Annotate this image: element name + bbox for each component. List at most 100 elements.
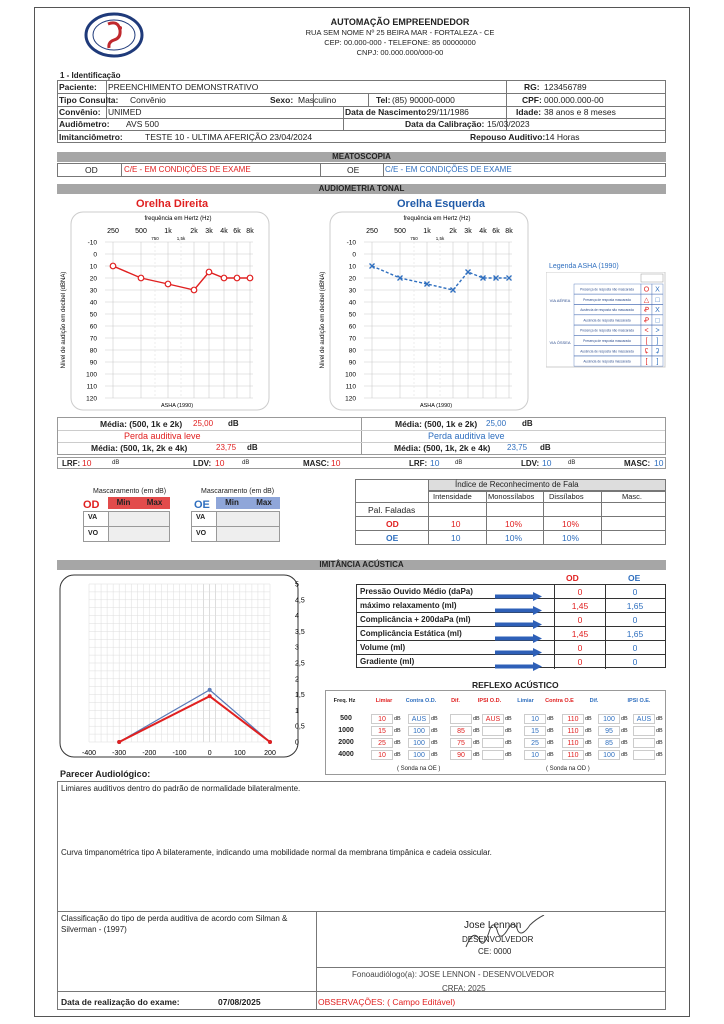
imit-od-value[interactable]: 0 [577, 643, 583, 653]
imit-oe-value[interactable]: 1,65 [626, 629, 644, 639]
reflexo-cell[interactable]: AUS [633, 714, 655, 724]
perda-od[interactable]: Perda auditiva leve [124, 431, 201, 441]
reflexo-cell[interactable]: 110 [562, 738, 584, 748]
reflexo-cell[interactable] [633, 750, 655, 760]
meato-oe-value[interactable]: C/E - EM CONDIÇÕES DE EXAME [385, 165, 512, 174]
irf-oe-int[interactable]: 10 [451, 533, 461, 543]
reflexo-cell[interactable]: 75 [450, 738, 472, 748]
freq-tick-label: 2k [190, 228, 198, 235]
reflexo-unit: dB [547, 728, 554, 734]
imit-od-value[interactable]: 1,45 [571, 629, 589, 639]
lrf-oe-value[interactable]: 10 [430, 458, 440, 468]
reflexo-cell[interactable]: 85 [450, 726, 472, 736]
irf-oe-dis[interactable]: 10% [562, 533, 580, 543]
ldv-oe-db: dB [568, 460, 576, 466]
reflexo-cell[interactable]: 95 [598, 726, 620, 736]
reflexo-cell[interactable] [633, 738, 655, 748]
reflexo-cell[interactable]: 15 [371, 726, 393, 736]
reflexo-cell[interactable]: 85 [598, 738, 620, 748]
media4-oe-value[interactable]: 23,75 [507, 443, 528, 452]
audiometro-value[interactable]: AVS 500 [126, 119, 159, 129]
imit-od-value[interactable]: 0 [577, 587, 583, 597]
reflexo-cell[interactable] [482, 738, 504, 748]
imit-od-value[interactable]: 0 [577, 615, 583, 625]
reflexo-cell[interactable]: 15 [524, 726, 546, 736]
y-tick-label: 120 [86, 396, 97, 403]
reflexo-cell[interactable]: 10 [524, 714, 546, 724]
imit-od-value[interactable]: 1,45 [571, 601, 589, 611]
irf-od-int[interactable]: 10 [451, 519, 461, 529]
reflexo-cell[interactable] [633, 726, 655, 736]
tipo-value[interactable]: Convênio [130, 95, 166, 105]
ldv-od-value[interactable]: 10 [215, 458, 225, 468]
idade-value[interactable]: 38 anos e 8 meses [544, 107, 616, 117]
calibracao-value[interactable]: 15/03/2023 [487, 119, 530, 129]
tel-value[interactable]: (85) 90000-0000 [392, 95, 455, 105]
reflexo-cell[interactable]: 100 [408, 726, 430, 736]
parecer-p1[interactable]: Limiares auditivos dentro do padrão de n… [61, 784, 301, 793]
sexo-value[interactable]: Masculino [298, 95, 337, 105]
masc-od-value[interactable]: 10 [331, 458, 341, 468]
observacoes[interactable]: OBSERVAÇÕES: ( Campo Editável) [318, 997, 456, 1007]
irf-od-mono[interactable]: 10% [505, 519, 523, 529]
parecer-p2[interactable]: Curva timpanométrica tipo A bilaterament… [61, 848, 492, 857]
reflexo-cell[interactable]: 10 [524, 750, 546, 760]
y-tick-label: 1 [295, 708, 299, 715]
reflexo-cell[interactable]: 100 [598, 750, 620, 760]
reflexo-cell[interactable]: AUS [482, 714, 504, 724]
y-tick-label: 60 [90, 324, 98, 331]
imit-oe-value[interactable]: 0 [632, 615, 638, 625]
reflexo-cell[interactable]: 25 [371, 738, 393, 748]
reflexo-cell[interactable] [450, 714, 472, 724]
reflexo-header-cell: Limiar [517, 697, 534, 704]
data-value[interactable]: 07/08/2025 [218, 997, 261, 1007]
reflexo-cell[interactable]: 10 [371, 750, 393, 760]
lrf-od-value[interactable]: 10 [82, 458, 92, 468]
reflexo-cell[interactable]: 100 [598, 714, 620, 724]
cpf-value[interactable]: 000.000.000-00 [544, 95, 604, 105]
convenio-value[interactable]: UNIMED [108, 107, 142, 117]
imit-oe-value[interactable]: 0 [632, 657, 638, 667]
perda-oe[interactable]: Perda auditiva leve [428, 431, 505, 441]
irf-oe-mono[interactable]: 10% [505, 533, 523, 543]
media-od-value[interactable]: 25,00 [193, 419, 214, 428]
reflexo-cell[interactable] [482, 726, 504, 736]
reflexo-cell[interactable]: 25 [524, 738, 546, 748]
masc-oe-label: MASC: [624, 459, 651, 468]
reflexo-cell[interactable] [482, 750, 504, 760]
reflexo-cell[interactable]: AUS [408, 714, 430, 724]
ldv-oe-value[interactable]: 10 [542, 458, 552, 468]
reflexo-cell[interactable]: 110 [562, 750, 584, 760]
ldv-oe-label: LDV: [521, 459, 540, 468]
reflexo-unit: dB [656, 716, 663, 722]
imitanciometro-value[interactable]: TESTE 10 - ULTIMA AFERIÇÃO 23/04/2024 [145, 132, 313, 142]
legend-oe-symbol: > [655, 328, 659, 335]
imit-od-value[interactable]: 0 [577, 657, 583, 667]
media4-od-value[interactable]: 23,75 [216, 443, 237, 452]
freq-tick-label: 8k [246, 228, 254, 235]
meato-od-value[interactable]: C/E - EM CONDIÇÕES DE EXAME [124, 165, 251, 174]
reflexo-cell[interactable]: 110 [562, 726, 584, 736]
reflexo-cell[interactable]: 100 [408, 738, 430, 748]
y-tick-label: 40 [349, 300, 357, 307]
media-oe-value[interactable]: 25,00 [486, 419, 507, 428]
imit-oe-value[interactable]: 1,65 [626, 601, 644, 611]
reflexo-cell[interactable]: 100 [408, 750, 430, 760]
freq-tick-label: 500 [135, 228, 147, 235]
reflexo-cell[interactable]: 110 [562, 714, 584, 724]
masc-oe-value[interactable]: 10 [654, 458, 664, 468]
irf-od-dis[interactable]: 10% [562, 519, 580, 529]
right-ear-title: Orelha Direita [136, 198, 209, 210]
data-point-x [424, 281, 430, 287]
imit-oe-value[interactable]: 0 [632, 643, 638, 653]
reflexo-cell[interactable]: 90 [450, 750, 472, 760]
media-od-db: dB [228, 419, 239, 428]
y-tick-label: 100 [86, 372, 97, 379]
paciente-value[interactable]: PREENCHIMENTO DEMONSTRATIVO [108, 82, 259, 92]
rg-value[interactable]: 123456789 [544, 82, 587, 92]
parecer-box[interactable] [57, 781, 666, 1010]
repouso-value[interactable]: 14 Horas [545, 132, 580, 142]
imit-oe-value[interactable]: 0 [632, 587, 638, 597]
nascimento-value[interactable]: 29/11/1986 [427, 107, 469, 117]
reflexo-cell[interactable]: 10 [371, 714, 393, 724]
